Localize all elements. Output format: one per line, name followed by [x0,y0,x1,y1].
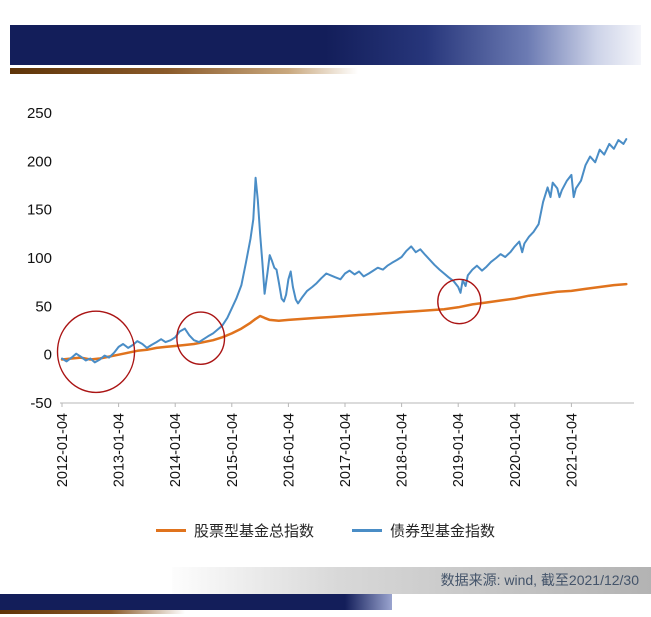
svg-text:2016-01-04: 2016-01-04 [281,413,297,487]
svg-text:2012-01-04: 2012-01-04 [55,413,71,487]
data-source-bar: 数据来源: wind, 截至2021/12/30 [172,567,651,594]
svg-text:-50: -50 [30,395,52,412]
svg-text:50: 50 [35,298,52,315]
legend-swatch-blue [352,529,382,532]
svg-text:2019-01-04: 2019-01-04 [451,413,467,487]
svg-text:2015-01-04: 2015-01-04 [225,413,241,487]
svg-text:2018-01-04: 2018-01-04 [395,413,411,487]
legend-swatch-orange [155,529,186,532]
svg-text:2013-01-04: 2013-01-04 [112,413,128,487]
svg-text:2021-01-04: 2021-01-04 [564,413,580,487]
svg-text:0: 0 [44,347,52,364]
svg-text:150: 150 [27,202,52,219]
svg-text:2017-01-04: 2017-01-04 [338,413,354,487]
footer-decoration-bar [0,594,392,610]
fund-index-line-chart: 2012-01-04 2013-01-04 2014-01-04 2015-01-04… [27,105,634,487]
header-accent-bar [10,68,358,74]
chart-legend: 股票型基金总指数 债券型基金指数 [0,520,651,541]
legend-label-stock-fund-index: 股票型基金总指数 [193,523,314,540]
svg-text:250: 250 [27,105,52,122]
svg-text:2014-01-04: 2014-01-04 [168,413,184,487]
svg-text:200: 200 [27,153,52,170]
legend-item-bond-fund-index: 债券型基金指数 [352,520,495,541]
svg-text:2020-01-04: 2020-01-04 [508,413,524,487]
header-decoration-bar [10,25,641,65]
legend-label-bond-fund-index: 债券型基金指数 [390,523,496,540]
svg-text:100: 100 [27,250,52,267]
data-source-text: 数据来源: wind, 截至2021/12/30 [440,572,639,588]
footer-accent-bar [0,610,185,614]
legend-item-stock-fund-index: 股票型基金总指数 [155,520,314,541]
